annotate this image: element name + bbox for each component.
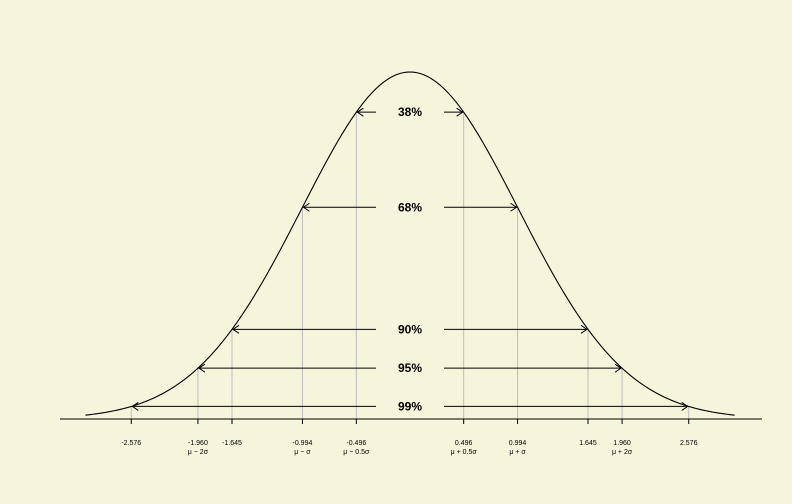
axis-tick: 1.645	[579, 419, 597, 447]
arrowhead-right	[681, 402, 689, 411]
tick-label: 0.496	[455, 440, 473, 447]
band-38-percent: 38%	[356, 105, 464, 119]
band-label: 38%	[398, 105, 422, 119]
axis-tick: -2.576	[121, 419, 141, 447]
arrowhead-right	[614, 363, 622, 373]
axis-tick: -0.994 μ − σ	[293, 419, 313, 456]
band-99-percent: 99%	[131, 399, 689, 413]
tick-label: 2.576	[680, 440, 698, 447]
tick-label: -2.576	[121, 440, 141, 447]
tick-sublabel: μ + σ	[509, 449, 526, 456]
axis-tick: -0.496 μ − 0.5σ	[343, 419, 370, 456]
tick-label: -0.994	[293, 440, 313, 447]
axis-tick: 1.960 μ + 2σ	[612, 419, 633, 456]
band-label: 90%	[398, 322, 422, 336]
confidence-bands: 38% 68% 90% 95% 99%	[131, 105, 689, 413]
tick-label: -0.496	[346, 440, 366, 447]
tick-label: -1.960	[188, 440, 208, 447]
axis-tick: 2.576	[680, 419, 698, 447]
band-label: 95%	[398, 361, 422, 375]
arrowhead-left	[302, 202, 310, 212]
band-95-percent: 95%	[198, 361, 622, 375]
tick-sublabel: μ + 2σ	[612, 449, 633, 456]
band-label: 68%	[398, 200, 422, 214]
band-90-percent: 90%	[232, 322, 588, 336]
tick-sublabel: μ + 0.5σ	[451, 449, 478, 456]
arrowhead-left	[198, 363, 206, 373]
axis-tick: 0.994 μ + σ	[509, 419, 527, 456]
arrowhead-right	[510, 202, 518, 212]
axis-tick: -1.960 μ − 2σ	[188, 419, 209, 456]
tick-sublabel: μ − σ	[294, 449, 311, 456]
band-68-percent: 68%	[302, 200, 518, 214]
tick-label: 0.994	[509, 440, 527, 447]
arrowhead-left	[232, 324, 240, 334]
tick-label: 1.645	[579, 440, 597, 447]
arrowhead-right	[456, 107, 464, 117]
tick-label: 1.960	[613, 440, 631, 447]
axis-tick: 0.496 μ + 0.5σ	[451, 419, 478, 456]
arrowhead-left	[356, 107, 364, 117]
axis-tick: -1.645	[222, 419, 242, 447]
arrowhead-right	[580, 324, 588, 334]
tick-sublabel: μ − 2σ	[188, 449, 209, 456]
normal-curve	[85, 71, 735, 416]
tick-label: -1.645	[222, 440, 242, 447]
axis-ticks: -2.576 -1.960 μ − 2σ -1.645 -0.994 μ − σ -0.49…	[121, 419, 698, 456]
tick-sublabel: μ − 0.5σ	[343, 449, 370, 456]
band-label: 99%	[398, 399, 422, 413]
arrowhead-left	[131, 402, 139, 411]
